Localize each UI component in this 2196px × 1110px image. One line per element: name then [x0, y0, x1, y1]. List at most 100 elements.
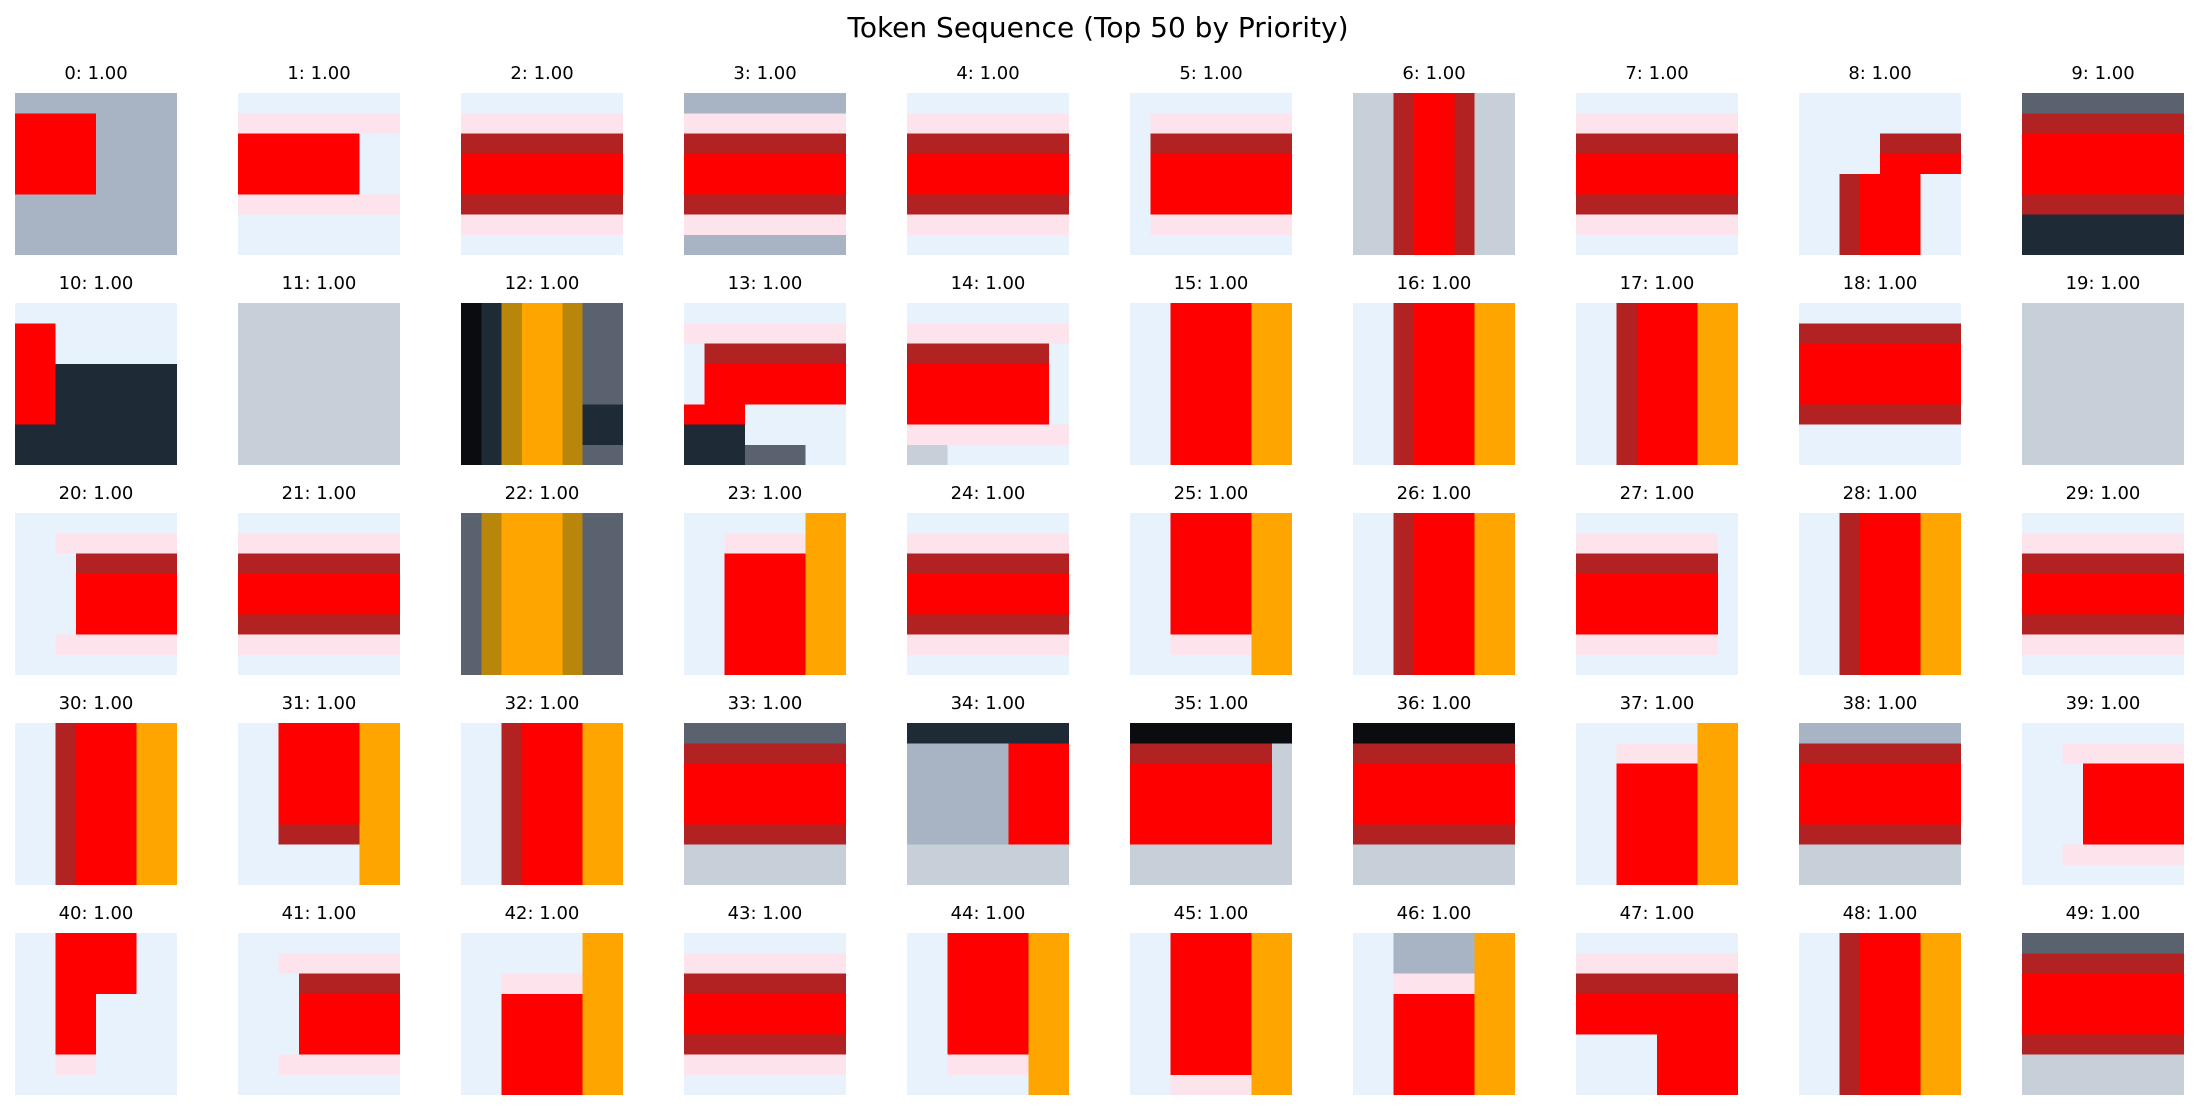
token-patch: [15, 933, 177, 1095]
patch-region: [1170, 303, 1252, 465]
patch-region: [1576, 133, 1738, 154]
token-patch: [238, 723, 400, 885]
patch-region: [1028, 933, 1069, 1095]
patch-region: [1920, 513, 1961, 675]
token-patch: [238, 303, 400, 465]
token-label: 16: 1.00: [1396, 273, 1472, 294]
patch-region: [461, 214, 623, 235]
token-label: 9: 1.00: [2071, 63, 2135, 84]
patch-region: [1170, 513, 1252, 635]
patch-region: [2022, 1034, 2184, 1055]
patch-region: [15, 113, 96, 195]
patch-region: [1576, 953, 1738, 974]
token-label: 7: 1.00: [1625, 63, 1689, 84]
token-patch: [907, 723, 1069, 885]
token-patch: [1576, 933, 1738, 1095]
patch-region: [2022, 113, 2184, 134]
patch-region: [907, 844, 1069, 885]
token-label: 47: 1.00: [1619, 903, 1695, 924]
patch-region: [1393, 303, 1414, 465]
patch-region: [724, 533, 806, 554]
token-label: 27: 1.00: [1619, 483, 1695, 504]
patch-region: [907, 723, 1069, 744]
token-patch: [907, 303, 1069, 465]
patch-region: [1150, 214, 1292, 235]
patch-region: [2062, 844, 2184, 865]
patch-region: [238, 553, 400, 574]
patch-region: [1616, 763, 1698, 885]
patch-region: [1839, 513, 1860, 675]
token-patch: [1799, 93, 1961, 255]
token-patch: [1799, 723, 1961, 885]
patch-region: [238, 614, 400, 635]
patch-region: [684, 133, 846, 154]
token-patch: [1799, 933, 1961, 1095]
token-label: 36: 1.00: [1396, 693, 1472, 714]
patch-region: [684, 1034, 846, 1055]
token-patch: [1799, 303, 1961, 465]
token-patch: [238, 933, 400, 1095]
patch-region: [582, 404, 623, 445]
patch-region: [907, 194, 1069, 215]
patch-region: [582, 933, 623, 1095]
patch-region: [278, 1054, 400, 1075]
patch-region: [1880, 133, 1961, 154]
patch-region: [805, 513, 846, 675]
patch-region: [278, 723, 360, 825]
token-label: 45: 1.00: [1173, 903, 1249, 924]
patch-region: [724, 553, 806, 675]
patch-region: [704, 343, 846, 364]
patch-region: [481, 513, 502, 675]
token-label: 10: 1.00: [58, 273, 134, 294]
patch-region: [1697, 303, 1738, 465]
patch-region: [1170, 1074, 1252, 1095]
patch-region: [1170, 933, 1252, 1075]
patch-region: [238, 533, 400, 554]
patch-background: [238, 303, 400, 465]
patch-region: [2022, 933, 2184, 954]
patch-region: [278, 824, 360, 845]
token-label: 20: 1.00: [58, 483, 134, 504]
patch-region: [684, 973, 846, 994]
token-label: 39: 1.00: [2065, 693, 2141, 714]
patch-region: [298, 973, 400, 994]
patch-region: [684, 194, 846, 215]
token-label: 3: 1.00: [733, 63, 797, 84]
token-label: 37: 1.00: [1619, 693, 1695, 714]
patch-region: [1393, 993, 1475, 1095]
patch-region: [1799, 844, 1961, 885]
token-patch: [1130, 723, 1292, 885]
patch-region: [1353, 743, 1515, 764]
token-label: 33: 1.00: [727, 693, 803, 714]
patch-region: [55, 723, 76, 885]
patch-region: [1799, 743, 1961, 764]
patch-region: [501, 723, 522, 885]
token-label: 42: 1.00: [504, 903, 580, 924]
token-label: 18: 1.00: [1842, 273, 1918, 294]
token-label: 4: 1.00: [956, 63, 1020, 84]
token-label: 14: 1.00: [950, 273, 1026, 294]
patch-region: [907, 133, 1069, 154]
patch-region: [2082, 763, 2184, 845]
patch-region: [1251, 933, 1292, 1095]
patch-region: [481, 303, 502, 465]
patch-region: [1474, 933, 1515, 1095]
token-patch: [15, 723, 177, 885]
token-label: 38: 1.00: [1842, 693, 1918, 714]
patch-region: [684, 953, 846, 974]
token-patch: [2022, 303, 2184, 465]
token-patch: [684, 513, 846, 675]
patch-region: [1799, 323, 1961, 344]
patch-region: [238, 634, 400, 655]
token-patch: [461, 723, 623, 885]
token-label: 11: 1.00: [281, 273, 357, 294]
token-label: 12: 1.00: [504, 273, 580, 294]
token-patch: [684, 303, 846, 465]
patch-region: [1393, 93, 1414, 255]
patch-region: [562, 513, 583, 675]
patch-region: [501, 993, 583, 1095]
patch-region: [1130, 723, 1292, 744]
patch-region: [2062, 743, 2184, 764]
token-label: 46: 1.00: [1396, 903, 1472, 924]
patch-region: [1251, 513, 1292, 675]
